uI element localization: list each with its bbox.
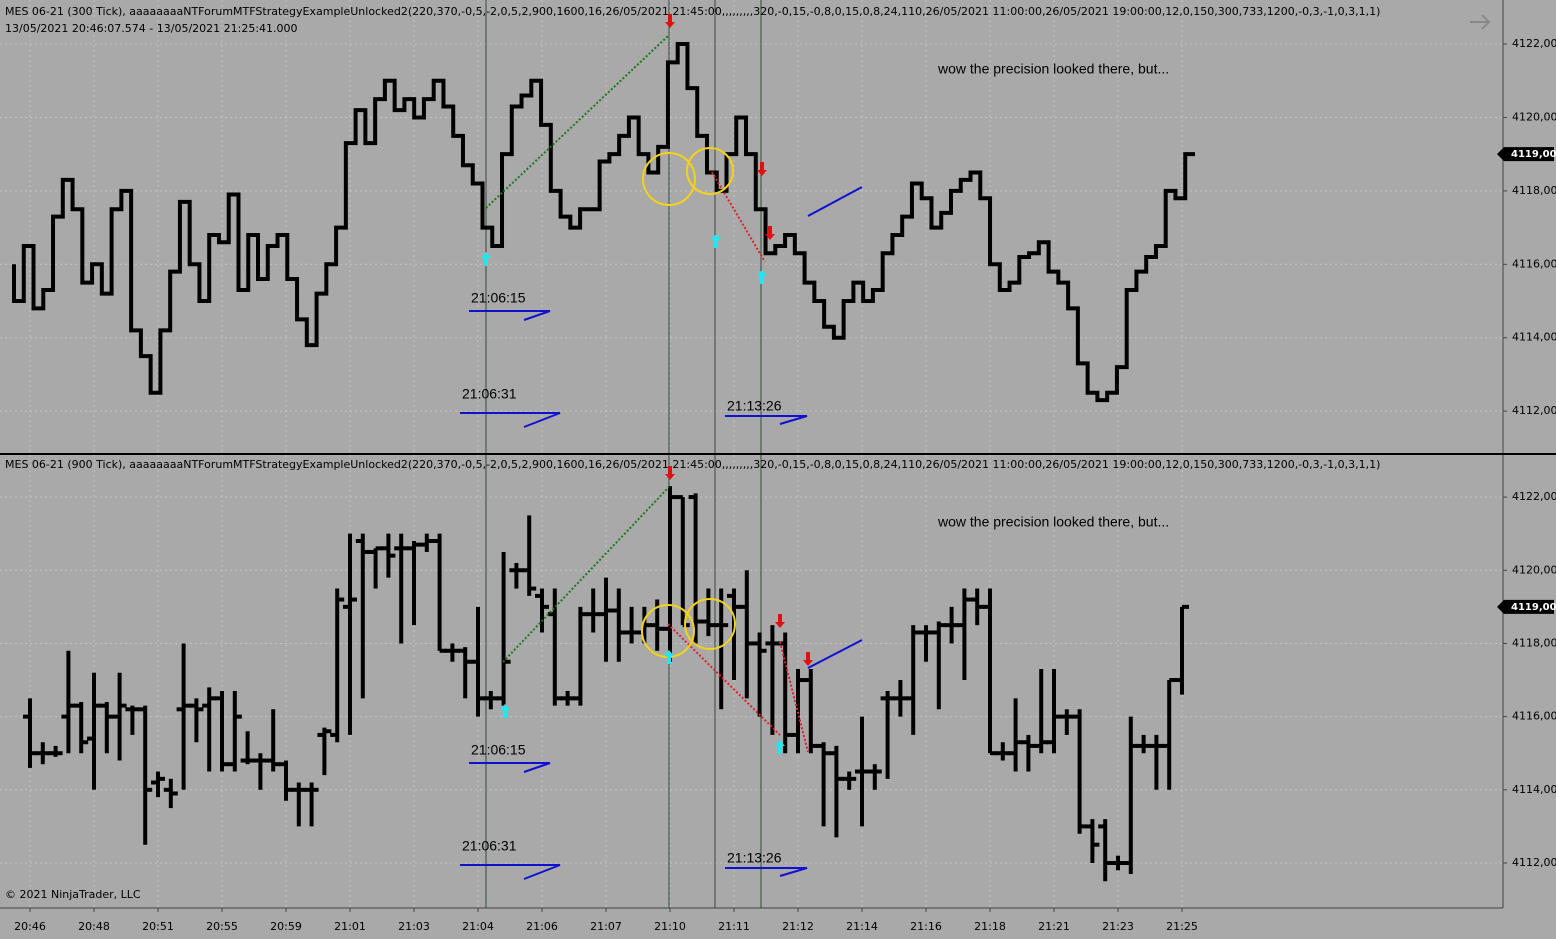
y-tick-label: 4114,00 xyxy=(1512,783,1556,796)
trend-dots xyxy=(779,641,809,753)
x-tick-label: 21:04 xyxy=(462,920,494,933)
x-tick-label: 21:11 xyxy=(718,920,750,933)
trend-dots xyxy=(485,34,670,209)
sell-arrow xyxy=(803,652,813,666)
blue-line xyxy=(469,310,551,321)
buy-arrow xyxy=(664,650,674,664)
y-tick-label: 4112,00 xyxy=(1512,404,1556,417)
highlight-circle xyxy=(684,598,736,650)
buy-arrow xyxy=(775,740,785,754)
annotation: wow the precision looked there, but... xyxy=(937,61,1169,77)
blue-line xyxy=(469,762,551,773)
y-tick-label: 4112,00 xyxy=(1512,856,1556,869)
x-tick-label: 21:14 xyxy=(846,920,878,933)
x-tick-label: 21:06 xyxy=(526,920,558,933)
buy-arrow xyxy=(500,704,510,718)
blue-line xyxy=(460,412,561,428)
x-tick-label: 21:07 xyxy=(590,920,622,933)
x-tick-label: 20:55 xyxy=(206,920,238,933)
overlays xyxy=(460,14,1491,880)
sell-arrow xyxy=(665,14,675,28)
y-tick-label: 4114,00 xyxy=(1512,331,1556,344)
sell-arrow xyxy=(775,614,785,628)
annotation: 21:06:15 xyxy=(471,742,526,758)
buy-arrow xyxy=(711,234,721,248)
y-tick-label: 4118,00 xyxy=(1512,184,1556,197)
last-price-tag xyxy=(1497,147,1554,162)
scroll-arrow-icon[interactable] xyxy=(1470,14,1491,30)
blue-line xyxy=(807,639,863,669)
sell-arrow xyxy=(765,226,775,240)
x-tick-label: 21:16 xyxy=(910,920,942,933)
annotation: 21:06:15 xyxy=(471,290,526,306)
annotation: 21:06:31 xyxy=(462,838,517,854)
x-tick-label: 20:48 xyxy=(78,920,110,933)
trend-dots xyxy=(502,486,670,663)
annotation: wow the precision looked there, but... xyxy=(937,514,1169,530)
x-tick-label: 21:03 xyxy=(398,920,430,933)
annotation: 21:13:26 xyxy=(727,398,782,414)
sell-arrow xyxy=(757,162,767,176)
sell-arrow xyxy=(665,466,675,480)
x-tick-label: 21:12 xyxy=(782,920,814,933)
x-tick-label: 21:25 xyxy=(1166,920,1198,933)
x-tick-label: 21:21 xyxy=(1038,920,1070,933)
x-tick-label: 20:46 xyxy=(14,920,46,933)
blue-line xyxy=(725,867,808,877)
y-tick-label: 4116,00 xyxy=(1512,710,1556,723)
highlight-circle xyxy=(686,147,734,195)
y-tick-label: 4122,00 xyxy=(1512,490,1556,503)
trend-dots xyxy=(711,171,766,263)
buy-arrow xyxy=(757,270,767,284)
panel-title: MES 06-21 (300 Tick), aaaaaaaaNTForumMTF… xyxy=(5,5,1380,18)
last-price-tag xyxy=(1497,599,1554,614)
x-tick-label: 21:01 xyxy=(334,920,366,933)
annotation: 21:13:26 xyxy=(727,850,782,866)
blue-line xyxy=(460,864,561,880)
annotation: 21:06:31 xyxy=(462,386,517,402)
y-tick-label: 4122,00 xyxy=(1512,37,1556,50)
frame: MES 06-21 (300 Tick), aaaaaaaaNTForumMTF… xyxy=(0,0,1556,909)
price-bars xyxy=(12,42,1195,882)
y-tick-label: 4120,00 xyxy=(1512,563,1556,576)
x-tick-label: 21:23 xyxy=(1102,920,1134,933)
x-tick-label: 20:51 xyxy=(142,920,174,933)
y-tick-label: 4120,00 xyxy=(1512,110,1556,123)
x-tick-label: 21:10 xyxy=(654,920,686,933)
copyright: © 2021 NinjaTrader, LLC xyxy=(5,888,141,901)
blue-line xyxy=(725,415,808,425)
last-price-label: 4119,00 xyxy=(1511,149,1556,160)
x-tick-label: 20:59 xyxy=(270,920,302,933)
highlight-circle xyxy=(642,152,696,206)
axes: 4112,00 4114,00 4116,00 4118,00 4120,00 4122,… xyxy=(14,37,1556,933)
blue-line xyxy=(807,186,863,217)
y-tick-label: 4116,00 xyxy=(1512,257,1556,270)
panel-title: MES 06-21 (900 Tick), aaaaaaaaNTForumMTF… xyxy=(5,458,1380,471)
last-price-label: 4119,00 xyxy=(1511,602,1556,613)
y-tick-label: 4118,00 xyxy=(1512,636,1556,649)
panel-subtitle: 13/05/2021 20:46:07.574 - 13/05/2021 21:… xyxy=(5,22,298,35)
buy-arrow xyxy=(481,252,491,266)
price-step-line xyxy=(12,42,1195,403)
annotations: 21:06:15 21:06:31 21:13:26 wow the preci… xyxy=(462,61,1169,866)
x-tick-label: 21:18 xyxy=(974,920,1006,933)
